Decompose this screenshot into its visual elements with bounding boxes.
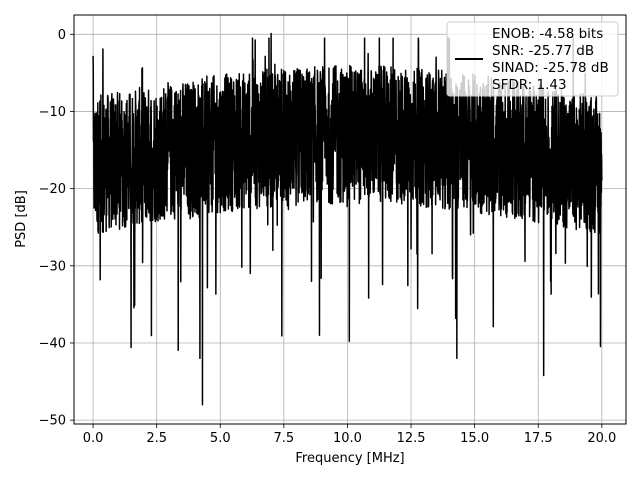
legend-entry-enob: ENOB: -4.58 bits (492, 26, 603, 42)
x-tick-label: 20.0 (587, 431, 616, 446)
x-tick-label: 10.0 (333, 431, 362, 446)
legend-entry-snr: SNR: -25.77 dB (492, 43, 594, 59)
legend-entry-sfdr: SFDR: 1.43 (492, 77, 567, 93)
x-tick-label: 15.0 (460, 431, 489, 446)
y-tick-label: 0 (58, 28, 66, 43)
legend: ENOB: -4.58 bits SNR: -25.77 dB SINAD: -… (446, 21, 619, 97)
legend-entry-sinad: SINAD: -25.78 dB (492, 60, 609, 76)
x-tick-label: 17.5 (524, 431, 553, 446)
y-tick-label: −20 (39, 182, 66, 197)
y-tick-label: −40 (39, 336, 66, 351)
axis-ticks: 0.0 2.5 5.0 7.5 10.0 12.5 15.0 17.5 20.0 0 −10 −20 −… (39, 28, 617, 446)
x-tick-label: 7.5 (274, 431, 295, 446)
x-tick-label: 0.0 (83, 431, 104, 446)
y-tick-label: −10 (39, 105, 66, 120)
x-tick-label: 5.0 (210, 431, 231, 446)
y-tick-label: −50 (39, 414, 66, 429)
x-tick-label: 2.5 (146, 431, 167, 446)
plot-frame (73, 14, 627, 425)
x-axis-label: Frequency [MHz] (295, 451, 404, 466)
y-axis-label: PSD [dB] (14, 190, 29, 248)
y-tick-label: −30 (39, 259, 66, 274)
legend-box (446, 21, 619, 97)
x-tick-label: 12.5 (397, 431, 426, 446)
